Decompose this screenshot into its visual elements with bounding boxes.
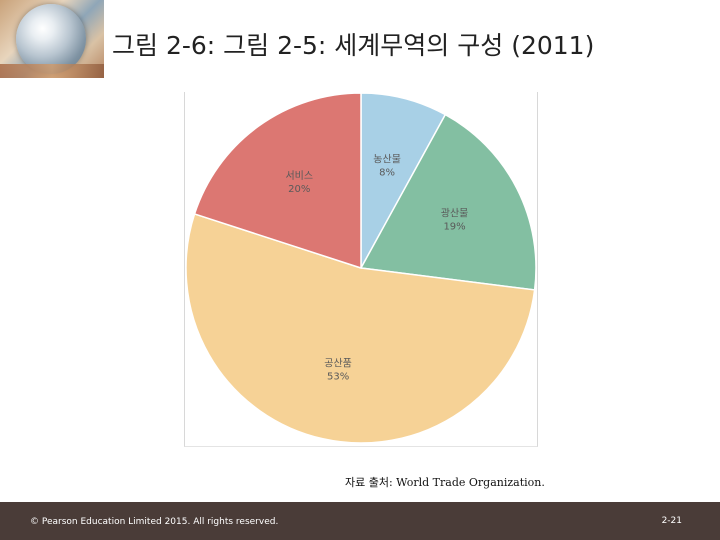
- globe-logo: [0, 0, 104, 78]
- slice-value-manufacturing: 53%: [327, 371, 349, 382]
- pie-slice-mining: [359, 113, 537, 291]
- slice-label-manufacturing: 공산품: [324, 357, 352, 369]
- pie-slice-services: [193, 92, 362, 270]
- slice-value-agri: 8%: [379, 167, 395, 178]
- copyright-text: © Pearson Education Limited 2015. All ri…: [30, 517, 279, 527]
- pie-chart: 농산물 8% 광산물 19% 공산품 53% 서비스 20%: [185, 92, 537, 444]
- slice-label-services: 서비스: [285, 170, 313, 182]
- pie-slice-manufacturing: [185, 212, 536, 444]
- footer-bar: © Pearson Education Limited 2015. All ri…: [0, 502, 720, 540]
- slide-title: 그림 2-6: 그림 2-5: 세계무역의 구성 (2011): [112, 31, 595, 60]
- chart-frame: 농산물 8% 광산물 19% 공산품 53% 서비스 20%: [184, 92, 538, 447]
- glass-globe-icon: [16, 4, 86, 74]
- slice-label-mining: 광산물: [441, 207, 469, 219]
- slice-value-services: 20%: [288, 184, 310, 195]
- page-number: 2-21: [661, 516, 682, 526]
- logo-band: [0, 64, 104, 78]
- source-note: 자료 출처: World Trade Organization.: [345, 476, 545, 489]
- slice-value-mining: 19%: [443, 221, 465, 232]
- slice-label-agri: 농산물: [373, 153, 401, 165]
